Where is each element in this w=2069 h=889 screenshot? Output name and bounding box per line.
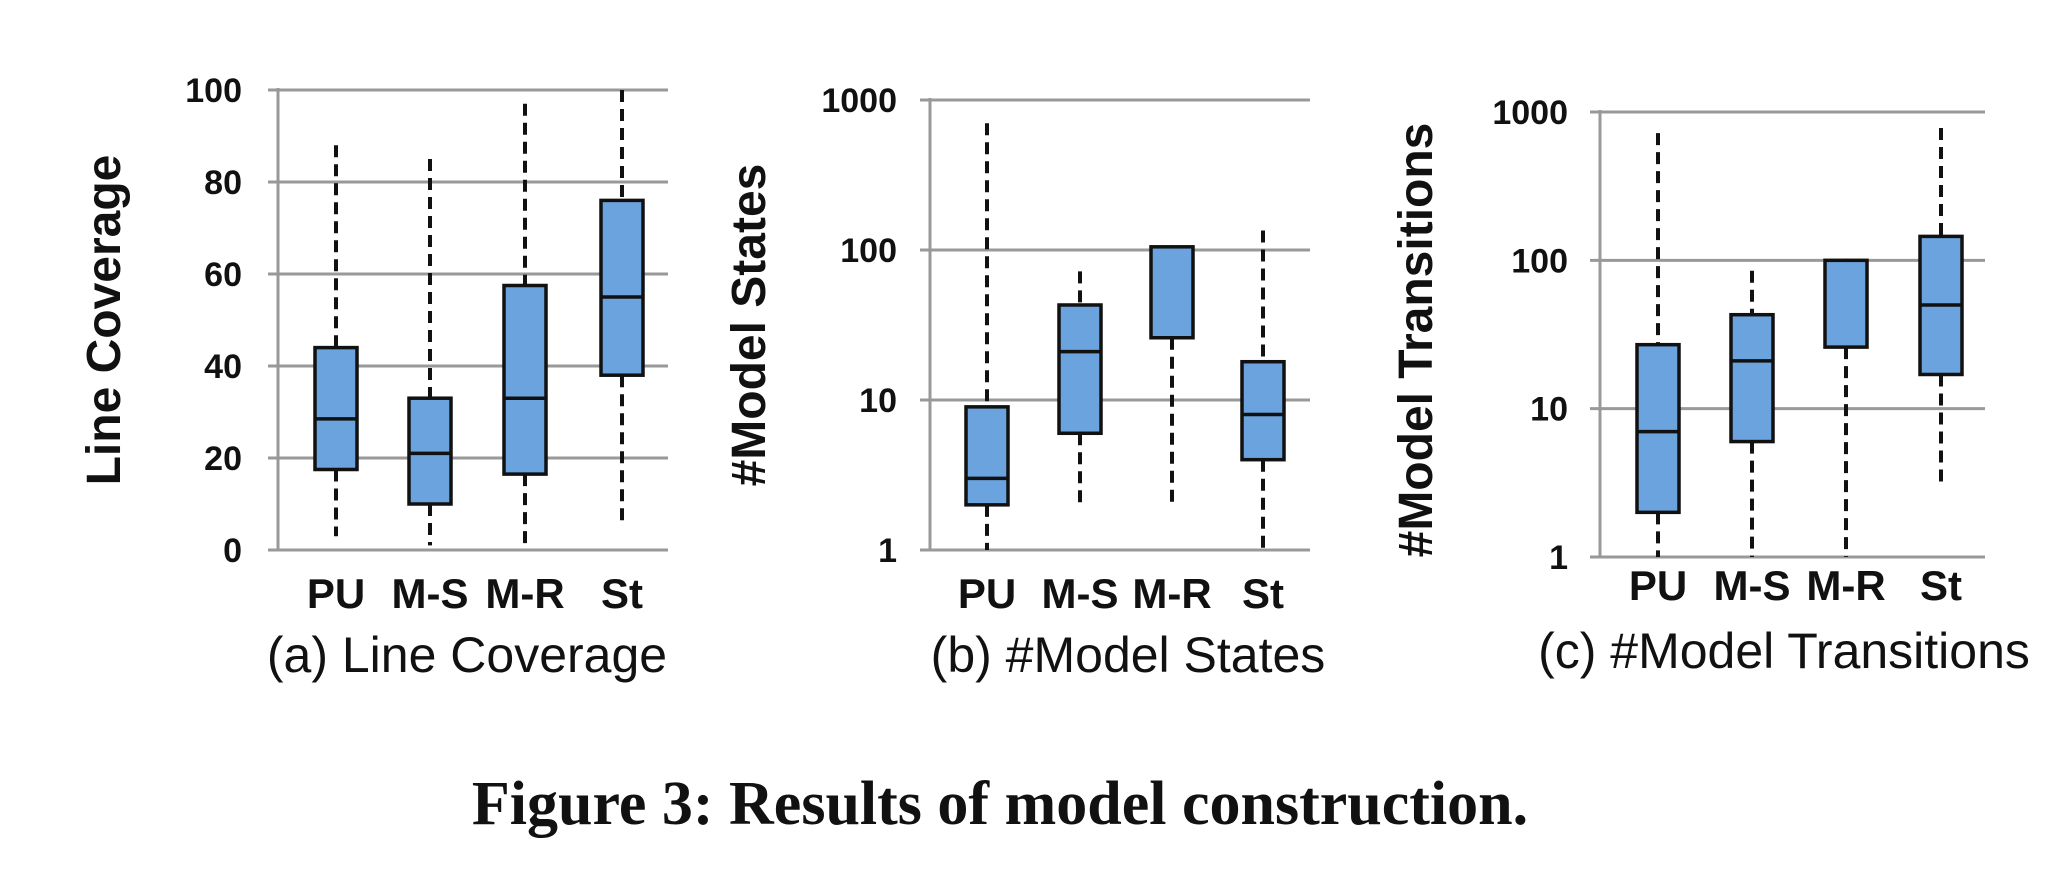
panel-line-coverage: 0 20 40 60 80 100 Line Coverage PU M-S M-R St (a) L… xyxy=(78,72,668,683)
x-category-label: M-S xyxy=(1042,570,1119,617)
y-tick-label: 20 xyxy=(204,440,242,478)
y-tick-label: 10 xyxy=(859,382,897,420)
box-pu xyxy=(1635,342,1681,515)
x-category-label: M-S xyxy=(392,570,469,617)
y-tick-label: 1 xyxy=(878,532,897,570)
box-st xyxy=(1240,359,1286,462)
box-m-s xyxy=(1057,303,1103,436)
figure-caption: Figure 3: Results of model construction. xyxy=(472,770,1528,838)
x-category-label: St xyxy=(601,570,643,617)
panel-model-states: 1 10 100 1000 #Model States PU M-S M-R St (b) #Mo… xyxy=(723,82,1325,683)
y-tick-label: 80 xyxy=(204,164,242,202)
box-m-r xyxy=(1149,245,1195,340)
subcaption: (c) #Model Transitions xyxy=(1538,623,2030,679)
y-tick-label: 1000 xyxy=(1492,94,1568,132)
y-axis-label: Line Coverage xyxy=(78,155,131,486)
y-tick-label: 100 xyxy=(840,232,897,270)
subcaption: (b) #Model States xyxy=(931,627,1326,683)
x-category-label: M-R xyxy=(1132,570,1211,617)
y-tick-label: 1 xyxy=(1549,539,1568,577)
x-category-label: M-R xyxy=(1806,562,1885,609)
box-m-s xyxy=(1729,312,1775,444)
box-m-s xyxy=(407,396,453,506)
x-category-label: St xyxy=(1920,562,1962,609)
box-m-r xyxy=(502,283,548,476)
x-category-label: PU xyxy=(958,570,1016,617)
y-tick-label: 1000 xyxy=(821,82,897,120)
panel-model-transitions: 1 10 100 1000 #Model Transitions PU M-S M-R St (c… xyxy=(1390,94,2030,679)
y-tick-label: 10 xyxy=(1530,391,1568,429)
box-st xyxy=(599,198,645,377)
y-tick-label: 40 xyxy=(204,348,242,386)
y-tick-label: 0 xyxy=(223,532,242,570)
x-category-label: St xyxy=(1242,570,1284,617)
y-tick-label: 100 xyxy=(185,72,242,110)
subcaption: (a) Line Coverage xyxy=(267,627,667,683)
box-pu xyxy=(964,405,1010,507)
box-m-r xyxy=(1823,258,1869,349)
box-pu xyxy=(313,345,359,472)
x-category-label: PU xyxy=(1629,562,1687,609)
x-category-label: M-S xyxy=(1714,562,1791,609)
y-axis-label: #Model States xyxy=(723,164,776,487)
x-category-label: M-R xyxy=(485,570,564,617)
y-axis-label: #Model Transitions xyxy=(1390,123,1443,558)
y-tick-label: 60 xyxy=(204,256,242,294)
y-tick-label: 100 xyxy=(1511,242,1568,280)
x-category-label: PU xyxy=(307,570,365,617)
